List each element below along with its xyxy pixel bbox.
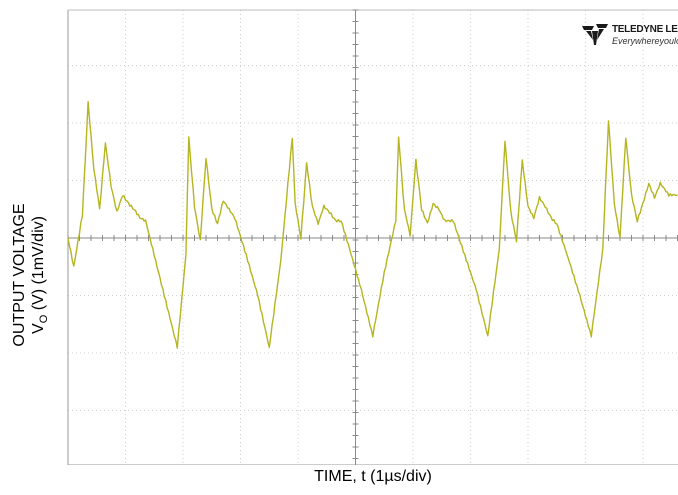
output-voltage-trace — [67, 100, 678, 349]
y-axis-label-line2: VO (V) (1mV/div) — [30, 216, 48, 334]
y-axis-label-v: V — [30, 323, 47, 334]
teledyne-lecroy-logo: TELEDYNE LECROY Everywhereyoulook — [582, 20, 678, 56]
logo-brand-text: TELEDYNE LECROY — [612, 24, 678, 35]
logo-tagline: Everywhereyoulook — [612, 36, 678, 46]
grid — [67, 9, 678, 465]
oscilloscope-plot — [67, 9, 678, 465]
y-axis-label-rest: (V) (1mV/div) — [30, 216, 47, 315]
x-axis-label: TIME, t (1µs/div) — [314, 468, 432, 485]
teledyne-emblem-icon — [582, 24, 608, 45]
y-axis-label-sub: O — [38, 314, 48, 323]
y-axis-label-line1: OUTPUT VOLTAGE — [11, 203, 28, 346]
y-axis-label: OUTPUT VOLTAGE VO (V) (1mV/div) — [0, 0, 48, 465]
trace-layer — [67, 100, 678, 349]
